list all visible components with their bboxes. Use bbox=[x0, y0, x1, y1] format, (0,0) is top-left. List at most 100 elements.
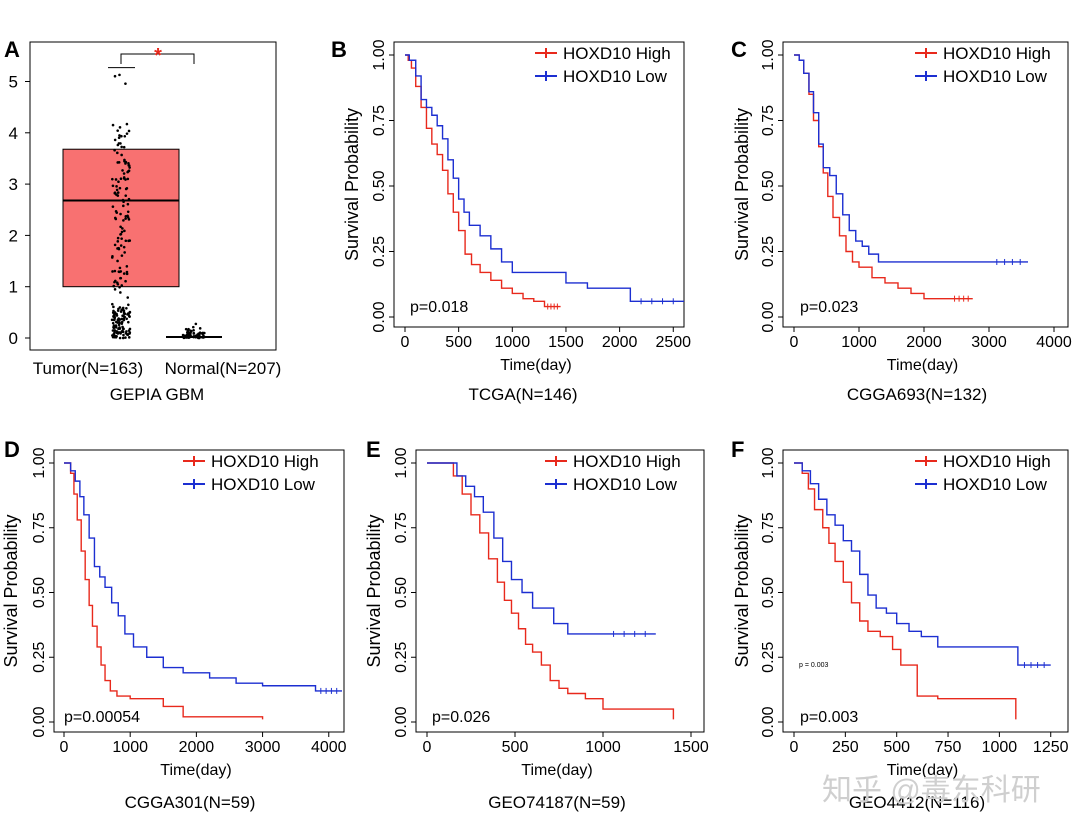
data-point bbox=[110, 256, 114, 259]
y-tick-label: 4 bbox=[9, 124, 18, 143]
x-tick-label: 1000 bbox=[982, 739, 1018, 756]
x-tick-label: 2000 bbox=[602, 334, 638, 351]
x-tick-label: 2500 bbox=[655, 334, 691, 351]
y-tick-label: 0.75 bbox=[760, 105, 777, 136]
panel-letter: A bbox=[4, 37, 20, 62]
x-tick-label: 1250 bbox=[1033, 739, 1069, 756]
significance-bracket bbox=[120, 53, 195, 64]
y-tick-label: 3 bbox=[9, 175, 18, 194]
panel-f: F 0.00 0.25 0.50 0.75 1.00 0 250 500 750 1000 1250 T… bbox=[731, 437, 1069, 812]
y-tick-label: 0 bbox=[9, 329, 18, 348]
data-point bbox=[194, 335, 198, 338]
group-label: Normal(N=207) bbox=[165, 359, 282, 378]
data-point bbox=[115, 281, 119, 284]
y-tick-label: 0.50 bbox=[393, 577, 410, 608]
x-tick-label: 500 bbox=[445, 334, 472, 351]
data-point bbox=[127, 303, 130, 307]
plot-frame bbox=[29, 41, 277, 351]
data-point bbox=[122, 317, 126, 320]
data-point bbox=[125, 132, 129, 135]
data-point bbox=[119, 332, 122, 335]
panel-letter: D bbox=[4, 437, 20, 462]
data-point bbox=[121, 329, 124, 333]
legend-label: HOXD10 Low bbox=[563, 67, 668, 86]
data-point bbox=[192, 328, 195, 332]
x-tick-label: 0 bbox=[790, 334, 799, 351]
data-point bbox=[123, 251, 126, 254]
plot-frame bbox=[782, 449, 1069, 733]
y-tick-label: 0.25 bbox=[31, 642, 48, 673]
panel-b: B 0.00 0.25 0.50 0.75 1.00 0 500 1000 1500 2000 250… bbox=[331, 37, 691, 404]
y-axis-label: Survival Probability bbox=[732, 108, 752, 261]
legend-label: HOXD10 High bbox=[943, 44, 1051, 63]
data-point bbox=[121, 306, 125, 310]
legend-label: HOXD10 High bbox=[563, 44, 671, 63]
x-tick-label: 0 bbox=[401, 334, 410, 351]
data-point bbox=[120, 145, 123, 149]
legend-label: HOXD10 High bbox=[211, 452, 319, 471]
data-point bbox=[126, 177, 130, 181]
data-point bbox=[184, 336, 188, 339]
x-tick-label: 1000 bbox=[495, 334, 531, 351]
data-point bbox=[113, 334, 117, 338]
data-point bbox=[113, 148, 116, 152]
km-curve-high bbox=[794, 54, 973, 300]
data-point bbox=[118, 266, 122, 270]
y-tick-label: 1 bbox=[9, 278, 18, 297]
data-point bbox=[186, 330, 189, 334]
x-tick-label: 0 bbox=[790, 739, 799, 756]
data-point bbox=[118, 321, 121, 324]
data-point bbox=[111, 177, 114, 181]
y-tick-label: 0.25 bbox=[760, 236, 777, 267]
watermark-text: 知乎 @毒东科研 bbox=[822, 774, 1041, 807]
data-point bbox=[126, 210, 130, 214]
x-tick-label: 1000 bbox=[585, 739, 621, 756]
data-point bbox=[116, 240, 120, 243]
data-point bbox=[114, 325, 117, 329]
data-point bbox=[122, 177, 126, 180]
data-point bbox=[192, 331, 196, 335]
y-tick-label: 5 bbox=[9, 73, 18, 92]
data-point bbox=[121, 336, 125, 340]
data-point bbox=[119, 291, 122, 294]
y-tick-label: 0.50 bbox=[760, 577, 777, 608]
data-point bbox=[116, 151, 119, 155]
data-point bbox=[117, 136, 121, 140]
x-tick-label: 3000 bbox=[971, 334, 1007, 351]
data-point bbox=[118, 286, 121, 289]
data-point bbox=[124, 217, 127, 220]
km-curve-high bbox=[794, 462, 1017, 720]
y-tick-label: 0.00 bbox=[393, 706, 410, 737]
data-point bbox=[116, 161, 120, 164]
p-value: p=0.026 bbox=[432, 709, 490, 726]
p-value: p=0.003 bbox=[800, 709, 858, 726]
data-point bbox=[124, 194, 128, 197]
data-point bbox=[184, 327, 188, 331]
data-point bbox=[122, 219, 125, 222]
km-curve-high bbox=[64, 462, 264, 720]
y-axis-label: Survival Probability bbox=[1, 514, 21, 667]
panel-caption: CGGA301(N=59) bbox=[125, 793, 256, 812]
x-tick-label: 4000 bbox=[311, 739, 347, 756]
data-point bbox=[115, 188, 119, 192]
data-point bbox=[127, 129, 131, 133]
y-tick-label: 1.00 bbox=[760, 447, 777, 478]
data-point bbox=[192, 334, 196, 338]
data-point bbox=[116, 236, 120, 240]
data-point bbox=[118, 73, 121, 77]
data-point bbox=[119, 276, 122, 280]
data-point bbox=[122, 333, 125, 337]
data-point bbox=[120, 230, 124, 234]
data-point bbox=[203, 335, 206, 339]
group-label: Tumor(N=163) bbox=[33, 359, 143, 378]
p-value-small: p = 0.003 bbox=[799, 662, 828, 669]
data-point bbox=[122, 145, 126, 149]
panel-caption: CGGA693(N=132) bbox=[847, 385, 987, 404]
km-curve-low bbox=[794, 54, 1028, 263]
data-point bbox=[112, 332, 116, 336]
data-point bbox=[124, 279, 127, 283]
data-point bbox=[125, 317, 129, 321]
data-point bbox=[118, 126, 122, 129]
survival-panels: B0.000.250.500.751.000 500 1000 1500 2000 250… bbox=[1, 37, 1072, 812]
